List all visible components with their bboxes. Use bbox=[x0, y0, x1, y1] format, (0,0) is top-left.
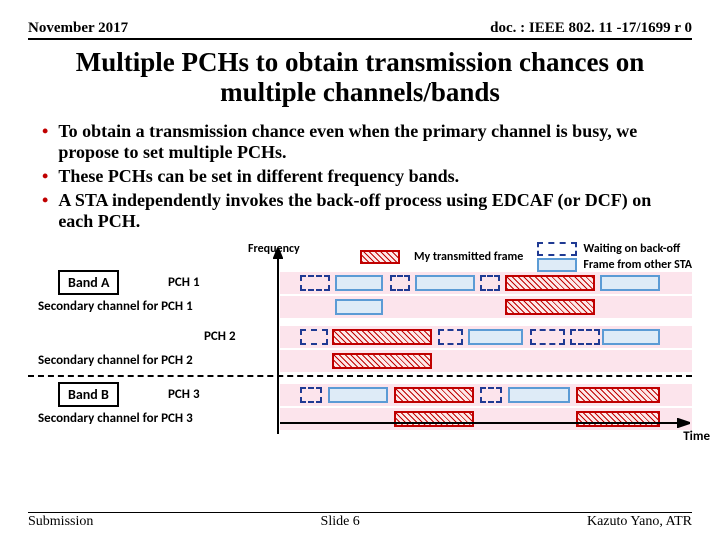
channel-row: Secondary channel for PCH 1 bbox=[28, 296, 692, 318]
frame-oth bbox=[602, 329, 660, 345]
frame-myf bbox=[505, 275, 595, 291]
row-label: PCH 2 bbox=[204, 329, 236, 344]
footer-center: Slide 6 bbox=[321, 514, 360, 530]
legend: My transmitted frame Waiting on back-off… bbox=[360, 242, 692, 272]
row-label: PCH 3 bbox=[168, 387, 200, 402]
x-axis-label: Time bbox=[683, 429, 710, 444]
bullet-text: These PCHs can be set in different frequ… bbox=[58, 166, 682, 187]
diagram: Frequency My transmitted frame Waiting o… bbox=[28, 242, 692, 442]
band-divider bbox=[28, 375, 692, 377]
channel-row: PCH 1 bbox=[28, 272, 692, 294]
channel-row: Secondary channel for PCH 2 bbox=[28, 350, 692, 372]
row-label: Secondary channel for PCH 1 bbox=[38, 299, 193, 314]
frame-wbo bbox=[390, 275, 410, 291]
legend-my-label: My transmitted frame bbox=[414, 250, 523, 264]
footer: Submission Slide 6 Kazuto Yano, ATR bbox=[28, 512, 692, 530]
frame-wbo bbox=[480, 387, 502, 403]
bullet-list: •To obtain a transmission chance even wh… bbox=[38, 121, 682, 232]
channel-row: PCH 3 bbox=[28, 384, 692, 406]
row-label: Secondary channel for PCH 2 bbox=[38, 353, 193, 368]
bullet-dot: • bbox=[42, 190, 48, 232]
frame-myf bbox=[332, 353, 432, 369]
frame-wbo bbox=[570, 329, 600, 345]
legend-wait-label: Waiting on back-off bbox=[583, 242, 680, 256]
header-doc: doc. : IEEE 802. 11 -17/1699 r 0 bbox=[490, 20, 692, 37]
frame-oth bbox=[328, 387, 388, 403]
page-title: Multiple PCHs to obtain transmission cha… bbox=[28, 48, 692, 107]
channel-strip bbox=[280, 384, 692, 406]
frame-oth bbox=[600, 275, 660, 291]
frame-myf bbox=[332, 329, 432, 345]
legend-my-swatch bbox=[360, 250, 400, 264]
frame-oth bbox=[335, 299, 383, 315]
bullet-text: A STA independently invokes the back-off… bbox=[58, 190, 682, 232]
footer-right: Kazuto Yano, ATR bbox=[587, 514, 692, 530]
legend-other-swatch bbox=[537, 258, 577, 272]
frame-myf bbox=[394, 387, 474, 403]
row-label: PCH 1 bbox=[168, 275, 200, 290]
legend-other-label: Frame from other STA bbox=[583, 258, 692, 272]
frame-myf bbox=[505, 299, 595, 315]
frame-wbo bbox=[300, 329, 328, 345]
frame-wbo bbox=[300, 387, 322, 403]
channel-strip bbox=[280, 296, 692, 318]
header-date: November 2017 bbox=[28, 20, 128, 37]
frame-wbo bbox=[480, 275, 500, 291]
frame-oth bbox=[415, 275, 475, 291]
channel-strip bbox=[280, 272, 692, 294]
x-axis-arrow bbox=[280, 418, 692, 432]
frame-wbo bbox=[300, 275, 330, 291]
frame-myf bbox=[576, 387, 660, 403]
row-label: Secondary channel for PCH 3 bbox=[38, 411, 193, 426]
channel-strip bbox=[280, 350, 692, 372]
bullet-dot: • bbox=[42, 166, 48, 187]
frame-oth bbox=[335, 275, 383, 291]
channel-strip bbox=[280, 326, 692, 348]
legend-wait-swatch bbox=[537, 242, 577, 256]
frame-wbo bbox=[438, 329, 463, 345]
bullet-text: To obtain a transmission chance even whe… bbox=[58, 121, 682, 163]
bullet-dot: • bbox=[42, 121, 48, 163]
footer-left: Submission bbox=[28, 514, 93, 530]
frame-oth bbox=[508, 387, 570, 403]
channel-row: PCH 2 bbox=[28, 326, 692, 348]
frame-oth bbox=[468, 329, 523, 345]
frame-wbo bbox=[530, 329, 565, 345]
